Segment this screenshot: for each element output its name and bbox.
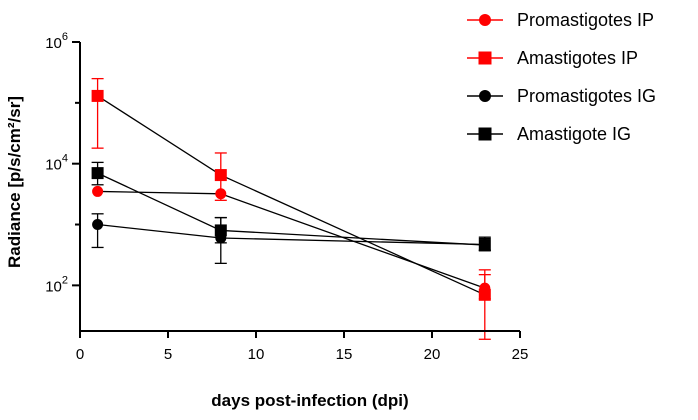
legend-item: Amastigote IG [467,124,631,144]
data-point [478,288,491,301]
y-tick-base: 10 [45,157,62,174]
data-point [214,169,227,182]
legend: Promastigotes IP Amastigotes IP Promastigo… [467,10,656,144]
legend-item: Promastigotes IG [467,86,656,106]
x-tick-label: 10 [248,346,265,363]
legend-item: Promastigotes IP [467,10,654,30]
data-point [92,219,104,231]
legend-item: Amastigotes IP [467,48,638,68]
legend-marker [478,127,492,141]
series-line [97,95,486,296]
legend-label: Amastigotes IP [517,48,638,68]
y-tick-base: 10 [45,35,62,52]
plot-area [91,77,491,340]
x-tick-label: 5 [164,346,172,363]
legend-marker [478,51,492,65]
legend-label: Promastigotes IP [517,10,654,30]
data-point [215,188,227,200]
y-tick-label: 102 [45,274,68,295]
y-tick-label: 106 [45,31,68,52]
y-tick-base: 10 [45,278,62,295]
y-tick-exponent: 2 [62,274,68,286]
legend-label: Promastigotes IG [517,86,656,106]
y-tick-exponent: 6 [62,31,68,43]
axes [79,42,520,332]
x-tick-label: 15 [336,346,353,363]
y-tick-label: 104 [45,153,68,174]
data-point [478,239,491,252]
data-point [91,89,104,102]
legend-label: Amastigote IG [517,124,631,144]
data-point [92,185,104,197]
x-axis-title: days post-infection (dpi) [211,391,408,410]
x-tick-label: 25 [512,346,529,363]
data-point [91,167,104,180]
data-point [214,224,227,237]
legend-marker [479,90,491,102]
series-line [97,172,485,246]
y-tick-exponent: 4 [62,153,68,165]
x-tick-label: 20 [424,346,441,363]
y-axis-title: Radiance [p/s/cm²/sr] [5,96,24,268]
legend-marker [479,14,491,26]
x-tick-label: 0 [76,346,84,363]
